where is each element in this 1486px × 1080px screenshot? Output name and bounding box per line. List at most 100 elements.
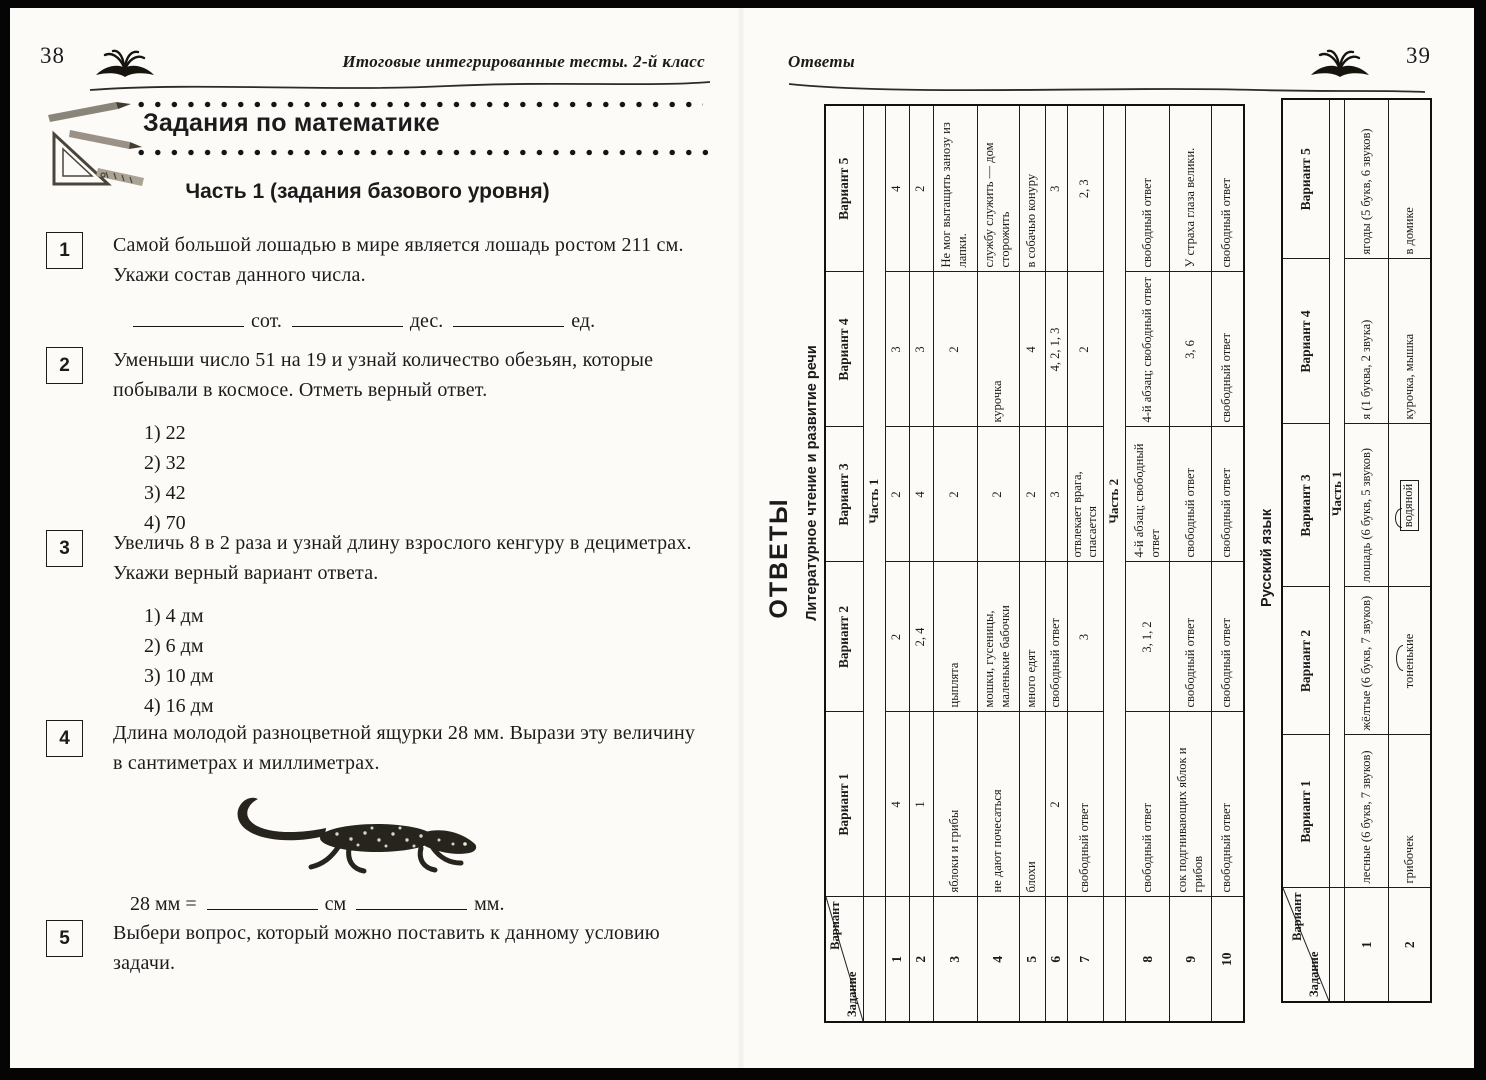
task-text: Выбери вопрос, который можно поставить к… bbox=[113, 922, 660, 974]
table-caption-russian: Русский язык bbox=[1258, 509, 1275, 607]
answer-cell: блохи bbox=[1019, 712, 1045, 897]
task-text: Длина молодой разноцветной ящурки 28 мм.… bbox=[113, 722, 696, 774]
part-label-cell: Часть 1 bbox=[863, 105, 885, 897]
answer-cell: яблоки и грибы bbox=[933, 712, 977, 897]
answer-cell: свободный ответ bbox=[1045, 562, 1067, 712]
left-page: 38 Итоговые интегрированные тесты. 2-й к… bbox=[10, 8, 741, 1068]
answer-cell: ягоды (5 букв, 6 звуков) bbox=[1344, 99, 1389, 259]
task-body: Самой большой лошадью в мире является ло… bbox=[113, 230, 707, 333]
answer-blank bbox=[356, 889, 468, 910]
answer-cell: жёлтые (6 букв, 7 звуков) bbox=[1344, 587, 1389, 735]
answer-cell: курочка, мышка bbox=[1388, 259, 1431, 424]
task-number-cell: 1 bbox=[885, 897, 909, 1022]
answer-row: 2 грибочек тоненькие водяной курочка, мышка в… bbox=[1388, 99, 1431, 1002]
part-title: Часть 1 (задания базового уровня) bbox=[185, 180, 550, 203]
answer-row: 10 свободный ответ свободный ответ свободны… bbox=[1211, 105, 1244, 1022]
fill-label: 28 мм = bbox=[130, 893, 197, 915]
answer-cell: водяной bbox=[1388, 424, 1431, 587]
lizard-photo bbox=[237, 797, 477, 874]
task-number-box: 4 bbox=[46, 720, 83, 757]
answer-cell: сок подгнивающих яблок и грибов bbox=[1169, 712, 1212, 897]
answer-row: 1 лесные (6 букв, 7 звуков) жёлтые (6 букв… bbox=[1344, 99, 1389, 1002]
header-rule-swoosh bbox=[89, 81, 711, 91]
task-item: 5 Выбери вопрос, который можно поставить … bbox=[10, 918, 725, 978]
answer-cell: 4 bbox=[885, 712, 909, 897]
word-ending-box: водяной bbox=[1400, 479, 1419, 532]
variant-column-header: Вариант 4 bbox=[1281, 259, 1330, 424]
section-title: Задания по математике bbox=[143, 109, 440, 137]
answer-cell: Не мог вытащить занозу из лапки. bbox=[933, 105, 977, 272]
page-number-right: 39 bbox=[1406, 43, 1431, 68]
options-list: 1) 22 2) 32 3) 42 4) 70 bbox=[144, 418, 707, 538]
morpheme-arc-mark: вод bbox=[1401, 509, 1416, 528]
answer-cell: свободный ответ bbox=[1211, 272, 1244, 427]
variant-column-header: Вариант 3 bbox=[1281, 424, 1330, 587]
variant-column-header: Вариант 2 bbox=[825, 562, 863, 712]
task-number-cell: 2 bbox=[909, 897, 933, 1022]
answer-row: 8 свободный ответ 3, 1, 2 4-й абзац; свобод… bbox=[1125, 105, 1170, 1022]
open-book-icon bbox=[1311, 49, 1369, 77]
task-body: Длина молодой разноцветной ящурки 28 мм.… bbox=[113, 718, 707, 916]
running-title-right: Ответы bbox=[788, 52, 856, 71]
morpheme-arc-mark: еньк bbox=[1401, 646, 1416, 671]
option-item: 2) 32 bbox=[144, 452, 186, 474]
task-number-box: 2 bbox=[46, 347, 83, 384]
empty-cell bbox=[1103, 897, 1126, 1022]
answer-cell: свободный ответ bbox=[1125, 105, 1170, 272]
answer-cell: свободный ответ bbox=[1211, 427, 1244, 562]
answer-cell: много едят bbox=[1019, 562, 1045, 712]
answer-cell: свободный ответ bbox=[1211, 562, 1244, 712]
answers-table-reading: Вариант Задание Вариант 1 Вариант 2 Вариант … bbox=[824, 104, 1245, 1023]
answer-cell: тоненькие bbox=[1388, 587, 1431, 735]
fill-label: дес. bbox=[409, 310, 444, 332]
part-label-cell: Часть 2 bbox=[1103, 105, 1126, 897]
answer-cell: 2 bbox=[933, 427, 977, 562]
answer-cell: службу служить — дом сторожить bbox=[977, 105, 1019, 272]
answer-cell: 2 bbox=[977, 427, 1019, 562]
corner-cell: Вариант Задание bbox=[825, 897, 863, 1022]
task-number-cell: 7 bbox=[1067, 897, 1104, 1022]
answer-cell: курочка bbox=[977, 272, 1019, 427]
part-label-cell: Часть 1 bbox=[1329, 99, 1345, 888]
task-number-box: 5 bbox=[46, 920, 83, 957]
answer-cell: 4-й абзац; свободный ответ bbox=[1125, 272, 1170, 427]
answer-cell: 2, 4 bbox=[909, 562, 933, 712]
answer-cell: цыплята bbox=[933, 562, 977, 712]
fill-label: сот. bbox=[251, 310, 282, 332]
task-number-cell: 6 bbox=[1045, 897, 1067, 1022]
task-number-cell: 9 bbox=[1169, 897, 1212, 1022]
answer-cell: свободный ответ bbox=[1211, 712, 1244, 897]
answer-cell: 2 bbox=[1067, 272, 1104, 427]
task-body: Увеличь 8 в 2 раза и узнай длину взросло… bbox=[113, 528, 707, 721]
answer-cell: свободный ответ bbox=[1169, 562, 1212, 712]
answer-blank bbox=[291, 306, 403, 327]
answer-cell: лошадь (6 букв, 5 звуков) bbox=[1344, 424, 1389, 587]
answer-cell: 3, 1, 2 bbox=[1125, 562, 1170, 712]
fill-label: см bbox=[324, 893, 347, 915]
open-book-icon bbox=[96, 49, 154, 77]
options-list: 1) 4 дм 2) 6 дм 3) 10 дм 4) 16 дм bbox=[144, 601, 707, 721]
answer-cell: свободный ответ bbox=[1211, 105, 1244, 272]
answer-cell: 3 bbox=[1067, 562, 1104, 712]
task-item: 4 Длина молодой разноцветной ящурки 28 мм… bbox=[10, 718, 725, 916]
answer-cell: 2 bbox=[885, 427, 909, 562]
variant-column-header: Вариант 2 bbox=[1281, 587, 1330, 735]
answer-cell: 3 bbox=[885, 272, 909, 427]
task-number-box: 1 bbox=[46, 232, 83, 269]
task-number-cell: 1 bbox=[1344, 888, 1389, 1002]
dotted-rule-bottom bbox=[138, 149, 711, 156]
fill-label: мм. bbox=[474, 893, 505, 915]
option-item: 3) 10 дм bbox=[144, 665, 214, 687]
book-spread: 38 Итоговые интегрированные тесты. 2-й к… bbox=[10, 8, 1474, 1068]
answer-cell: 4-й абзац; свободный ответ bbox=[1125, 427, 1170, 562]
empty-cell bbox=[1329, 888, 1345, 1002]
task-item: 1 Самой большой лошадью в мире является л… bbox=[10, 230, 725, 333]
answer-cell: 2 bbox=[1045, 712, 1067, 897]
answer-cell: в собачью конуру bbox=[1019, 105, 1045, 272]
empty-cell bbox=[863, 897, 885, 1022]
answer-row: 5 блохи много едят 2 4 в собачью конуру bbox=[1019, 105, 1045, 1022]
answer-row: 3 яблоки и грибы цыплята 2 2 Не мог вытащить … bbox=[933, 105, 977, 1022]
corner-label-variant: Вариант bbox=[1289, 892, 1304, 941]
